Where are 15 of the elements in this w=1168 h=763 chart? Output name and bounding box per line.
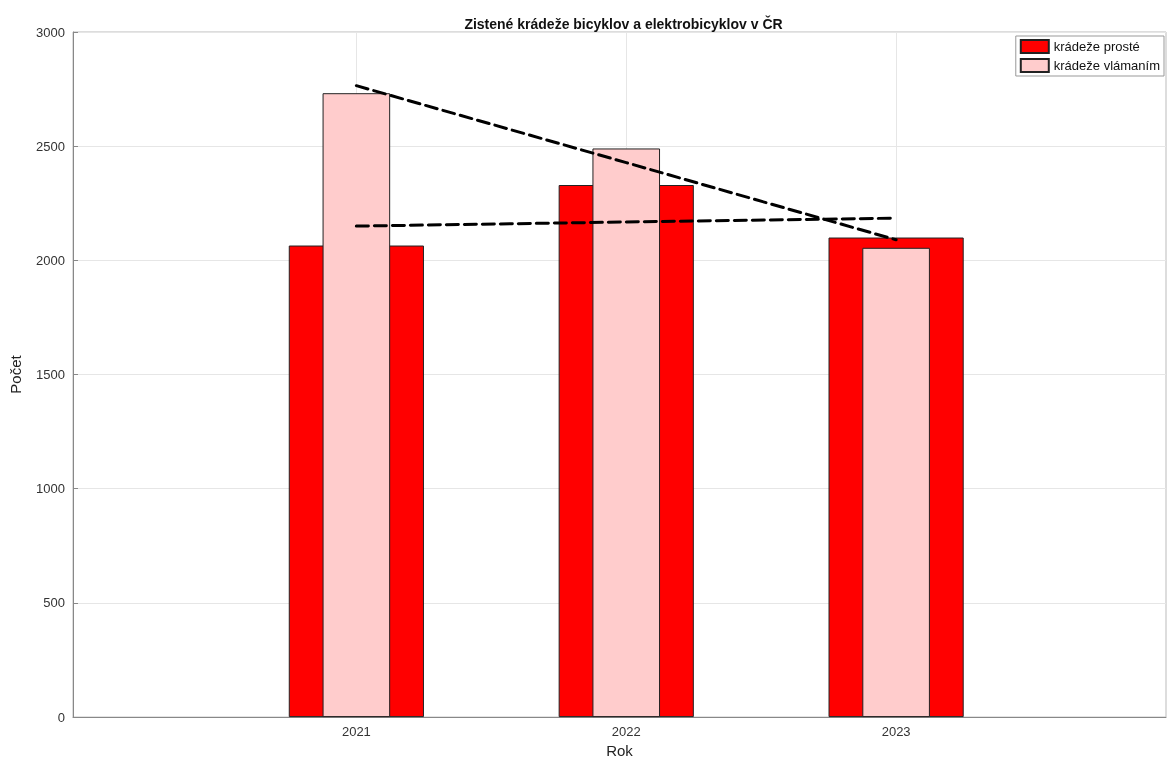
legend-label: krádeže vlámaním xyxy=(1053,58,1161,73)
x-tick-label: 2021 xyxy=(341,724,371,740)
x-axis-title: Rok xyxy=(606,742,634,759)
x-tick-label: 2022 xyxy=(611,724,641,740)
y-tick-label: 0 xyxy=(57,709,65,725)
y-tick-label: 2000 xyxy=(36,252,65,268)
chart-title: Zistené krádeže bicyklov a elektrobicyklov v ČR xyxy=(464,15,783,32)
y-axis-title: Počet xyxy=(7,354,24,394)
legend-label: krádeže prosté xyxy=(1053,39,1140,54)
y-tick-label: 3000 xyxy=(36,24,65,40)
y-tick-label: 500 xyxy=(43,595,65,611)
y-tick-label: 2500 xyxy=(36,138,65,154)
y-tick-label: 1500 xyxy=(36,367,65,383)
y-tick-label: 1000 xyxy=(36,481,65,497)
x-tick-label: 2023 xyxy=(881,724,911,740)
